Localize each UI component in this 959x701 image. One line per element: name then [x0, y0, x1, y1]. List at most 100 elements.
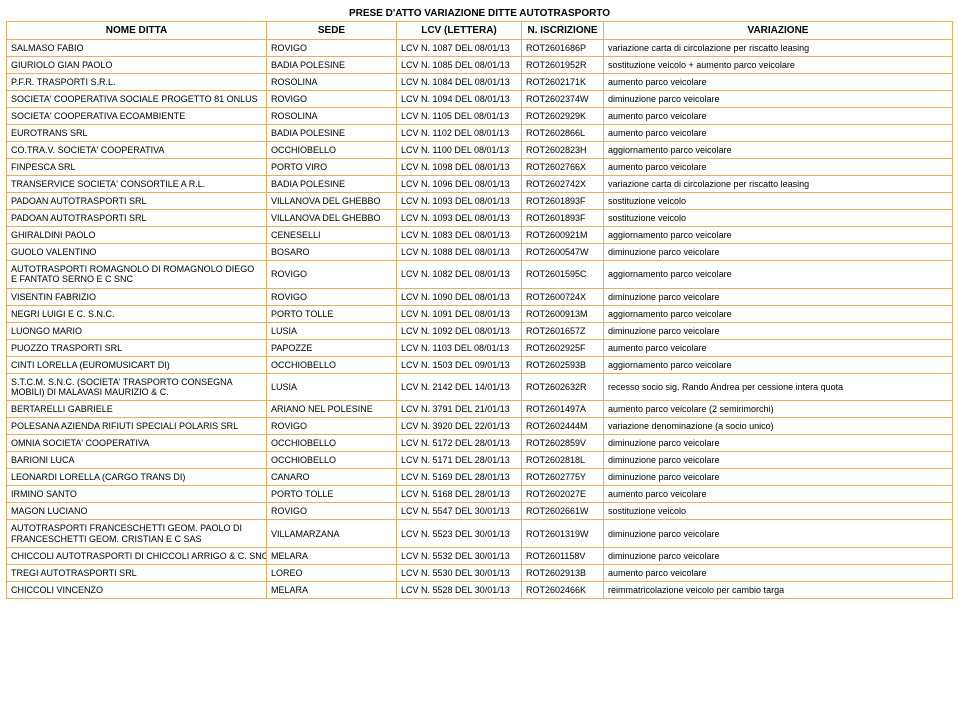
table-row: BERTARELLI GABRIELEARIANO NEL POLESINELC…	[7, 401, 953, 418]
table-row: LUONGO MARIOLUSIALCV N. 1092 DEL 08/01/1…	[7, 322, 953, 339]
cell-sede: OCCHIOBELLO	[267, 356, 397, 373]
table-row: GIURIOLO GIAN PAOLOBADIA POLESINELCV N. …	[7, 57, 953, 74]
cell-sede: VILLANOVA DEL GHEBBO	[267, 193, 397, 210]
table-row: MAGON LUCIANOROVIGOLCV N. 5547 DEL 30/01…	[7, 503, 953, 520]
cell-iscr: ROT2602742X	[522, 176, 604, 193]
table-row: TRANSERVICE SOCIETA' CONSORTILE A R.L.BA…	[7, 176, 953, 193]
cell-iscr: ROT2602818L	[522, 452, 604, 469]
table-row: PUOZZO TRASPORTI SRLPAPOZZELCV N. 1103 D…	[7, 339, 953, 356]
cell-iscr: ROT2600724X	[522, 288, 604, 305]
cell-lcv: LCV N. 5530 DEL 30/01/13	[397, 565, 522, 582]
cell-var: reimmatricolazione veicolo per cambio ta…	[604, 582, 953, 599]
cell-var: aumento parco veicolare	[604, 74, 953, 91]
cell-lcv: LCV N. 1103 DEL 08/01/13	[397, 339, 522, 356]
table-row: GHIRALDINI PAOLOCENESELLILCV N. 1083 DEL…	[7, 227, 953, 244]
cell-nome: S.T.C.M. S.N.C. (SOCIETA' TRASPORTO CONS…	[7, 373, 267, 401]
table-row: EUROTRANS SRLBADIA POLESINELCV N. 1102 D…	[7, 125, 953, 142]
table-row: NEGRI LUIGI E C. S.N.C.PORTO TOLLELCV N.…	[7, 305, 953, 322]
cell-var: sostituzione veicolo	[604, 193, 953, 210]
cell-var: recesso socio sig. Rando Andrea per cess…	[604, 373, 953, 401]
cell-nome: FINPESCA SRL	[7, 159, 267, 176]
cell-nome: NEGRI LUIGI E C. S.N.C.	[7, 305, 267, 322]
table-row: SOCIETA' COOPERATIVA ECOAMBIENTEROSOLINA…	[7, 108, 953, 125]
cell-var: variazione carta di circolazione per ris…	[604, 40, 953, 57]
cell-sede: CENESELLI	[267, 227, 397, 244]
table-row: AUTOTRASPORTI FRANCESCHETTI GEOM. PAOLO …	[7, 520, 953, 548]
cell-sede: ROVIGO	[267, 418, 397, 435]
cell-var: sostituzione veicolo + aumento parco vei…	[604, 57, 953, 74]
cell-sede: BADIA POLESINE	[267, 176, 397, 193]
cell-lcv: LCV N. 1093 DEL 08/01/13	[397, 193, 522, 210]
table-row: CINTI LORELLA (EUROMUSICART DI)OCCHIOBEL…	[7, 356, 953, 373]
cell-iscr: ROT2600921M	[522, 227, 604, 244]
cell-nome: P.F.R. TRASPORTI S.R.L.	[7, 74, 267, 91]
cell-iscr: ROT2602466K	[522, 582, 604, 599]
cell-var: diminuzione parco veicolare	[604, 91, 953, 108]
cell-nome: SOCIETA' COOPERATIVA SOCIALE PROGETTO 81…	[7, 91, 267, 108]
cell-iscr: ROT2602444M	[522, 418, 604, 435]
table-row: BARIONI LUCAOCCHIOBELLOLCV N. 5171 DEL 2…	[7, 452, 953, 469]
cell-var: aggiornamento parco veicolare	[604, 305, 953, 322]
cell-lcv: LCV N. 1084 DEL 08/01/13	[397, 74, 522, 91]
col-iscr: N. ISCRIZIONE	[522, 22, 604, 40]
table-row: SALMASO FABIOROVIGOLCV N. 1087 DEL 08/01…	[7, 40, 953, 57]
cell-lcv: LCV N. 5532 DEL 30/01/13	[397, 548, 522, 565]
cell-var: aggiornamento parco veicolare	[604, 261, 953, 289]
table-header: NOME DITTA SEDE LCV (LETTERA) N. ISCRIZI…	[7, 22, 953, 40]
cell-nome: LUONGO MARIO	[7, 322, 267, 339]
cell-var: diminuzione parco veicolare	[604, 520, 953, 548]
cell-lcv: LCV N. 5169 DEL 28/01/13	[397, 469, 522, 486]
cell-lcv: LCV N. 1098 DEL 08/01/13	[397, 159, 522, 176]
cell-nome: GIURIOLO GIAN PAOLO	[7, 57, 267, 74]
cell-lcv: LCV N. 1094 DEL 08/01/13	[397, 91, 522, 108]
cell-sede: LUSIA	[267, 322, 397, 339]
cell-nome: PADOAN AUTOTRASPORTI SRL	[7, 210, 267, 227]
cell-sede: PAPOZZE	[267, 339, 397, 356]
cell-var: sostituzione veicolo	[604, 503, 953, 520]
cell-sede: LOREO	[267, 565, 397, 582]
table-row: POLESANA AZIENDA RIFIUTI SPECIALI POLARI…	[7, 418, 953, 435]
table-row: CHICCOLI AUTOTRASPORTI DI CHICCOLI ARRIG…	[7, 548, 953, 565]
cell-nome: AUTOTRASPORTI FRANCESCHETTI GEOM. PAOLO …	[7, 520, 267, 548]
table-row: SOCIETA' COOPERATIVA SOCIALE PROGETTO 81…	[7, 91, 953, 108]
cell-iscr: ROT2600547W	[522, 244, 604, 261]
cell-lcv: LCV N. 1105 DEL 08/01/13	[397, 108, 522, 125]
cell-nome: PADOAN AUTOTRASPORTI SRL	[7, 193, 267, 210]
cell-iscr: ROT2602866L	[522, 125, 604, 142]
cell-nome: AUTOTRASPORTI ROMAGNOLO DI ROMAGNOLO DIE…	[7, 261, 267, 289]
cell-iscr: ROT2601952R	[522, 57, 604, 74]
cell-nome: TREGI AUTOTRASPORTI SRL	[7, 565, 267, 582]
cell-sede: ROSOLINA	[267, 74, 397, 91]
cell-nome: SALMASO FABIO	[7, 40, 267, 57]
cell-nome: CHICCOLI AUTOTRASPORTI DI CHICCOLI ARRIG…	[7, 548, 267, 565]
cell-var: aumento parco veicolare	[604, 159, 953, 176]
cell-iscr: ROT2601158V	[522, 548, 604, 565]
cell-nome: GHIRALDINI PAOLO	[7, 227, 267, 244]
cell-lcv: LCV N. 3791 DEL 21/01/13	[397, 401, 522, 418]
cell-var: aggiornamento parco veicolare	[604, 356, 953, 373]
table-row: CHICCOLI VINCENZOMELARALCV N. 5528 DEL 3…	[7, 582, 953, 599]
cell-iscr: ROT2602593B	[522, 356, 604, 373]
cell-iscr: ROT2601595C	[522, 261, 604, 289]
cell-lcv: LCV N. 5171 DEL 28/01/13	[397, 452, 522, 469]
cell-sede: ROVIGO	[267, 40, 397, 57]
cell-iscr: ROT2601893F	[522, 210, 604, 227]
cell-sede: PORTO TOLLE	[267, 486, 397, 503]
cell-nome: TRANSERVICE SOCIETA' CONSORTILE A R.L.	[7, 176, 267, 193]
cell-var: aumento parco veicolare	[604, 125, 953, 142]
cell-sede: VILLANOVA DEL GHEBBO	[267, 210, 397, 227]
cell-sede: MELARA	[267, 582, 397, 599]
cell-var: variazione denominazione (a socio unico)	[604, 418, 953, 435]
cell-lcv: LCV N. 1102 DEL 08/01/13	[397, 125, 522, 142]
cell-nome: VISENTIN FABRIZIO	[7, 288, 267, 305]
cell-iscr: ROT2600913M	[522, 305, 604, 322]
cell-sede: BOSARO	[267, 244, 397, 261]
cell-sede: ROVIGO	[267, 91, 397, 108]
cell-lcv: LCV N. 5168 DEL 28/01/13	[397, 486, 522, 503]
cell-sede: ROVIGO	[267, 503, 397, 520]
table-row: IRMINO SANTOPORTO TOLLELCV N. 5168 DEL 2…	[7, 486, 953, 503]
cell-iscr: ROT2602632R	[522, 373, 604, 401]
cell-sede: CANARO	[267, 469, 397, 486]
cell-iscr: ROT2601893F	[522, 193, 604, 210]
cell-lcv: LCV N. 3920 DEL 22/01/13	[397, 418, 522, 435]
